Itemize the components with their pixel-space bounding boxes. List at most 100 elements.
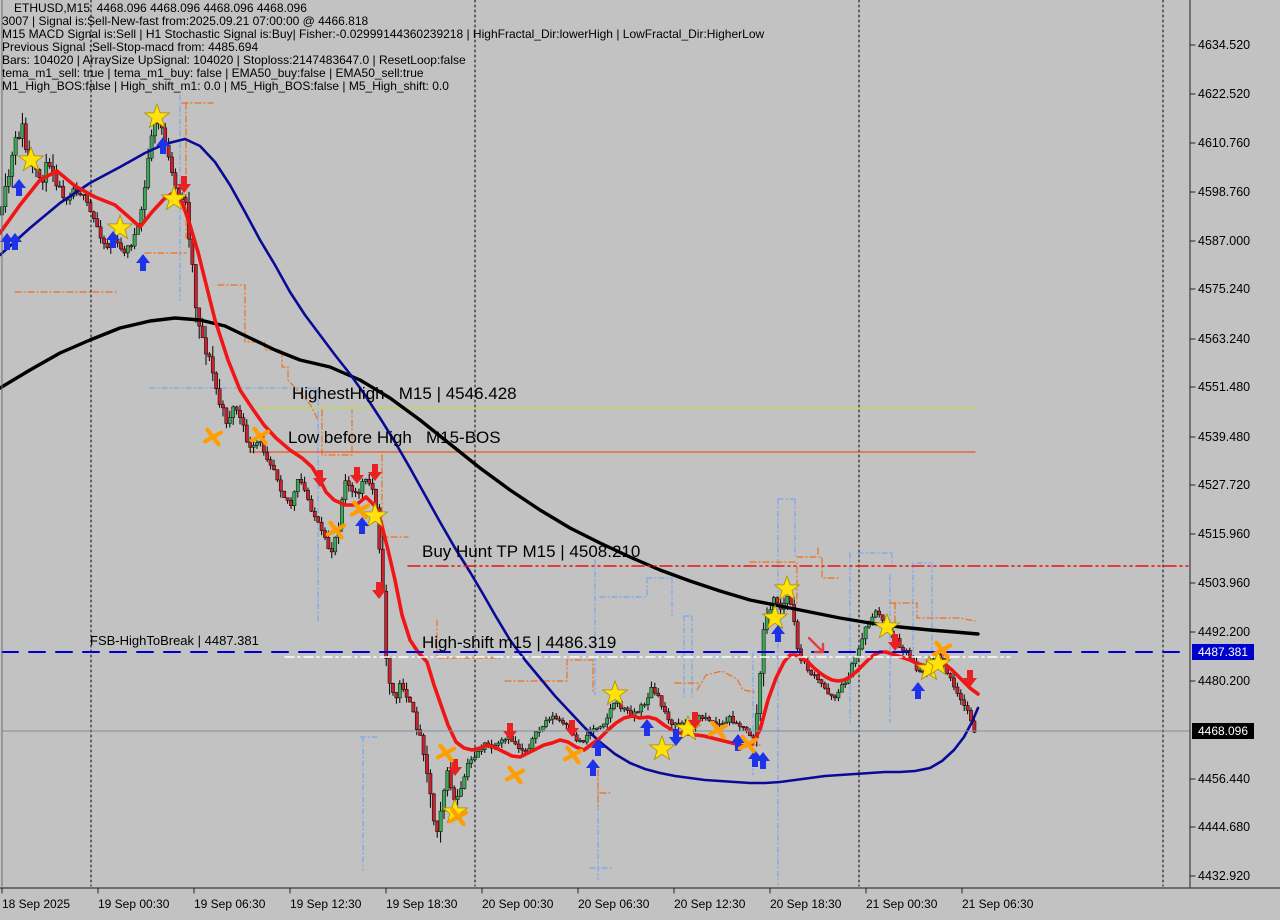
price-axis-label: 4456.440 (1198, 772, 1251, 786)
candle-bear (557, 718, 562, 721)
down-arrow-marker (688, 712, 702, 729)
candle-bear (635, 711, 640, 714)
time-axis-label: 20 Sep 18:30 (770, 897, 842, 911)
candle-bear (217, 388, 222, 405)
candle-bull (839, 684, 844, 693)
candle-bull (44, 162, 49, 183)
time-axis-label: 19 Sep 00:30 (98, 897, 170, 911)
candle-bear (734, 722, 739, 725)
candle-bear (23, 123, 28, 150)
candle-bear (700, 715, 705, 719)
candle-bull (469, 759, 474, 764)
buy-signal-star-marker (924, 649, 952, 676)
candle-bear (316, 516, 321, 523)
candle-bull (295, 479, 300, 493)
time-axis-label: 19 Sep 06:30 (194, 897, 266, 911)
ma-tema-red (0, 169, 980, 759)
exit-cross-marker (249, 426, 271, 446)
up-arrow-marker (640, 719, 654, 736)
up-arrow-marker (756, 752, 770, 769)
candle-bear (210, 356, 215, 374)
up-arrow-marker (911, 682, 925, 699)
candle-bull (438, 810, 443, 832)
candle-bull (639, 704, 644, 713)
candle-bear (958, 693, 963, 701)
candle-bear (965, 705, 970, 711)
price-axis-label: 4527.720 (1198, 478, 1251, 492)
candle-bull (360, 481, 365, 494)
candle-bear (268, 459, 273, 466)
down-arrow-marker (313, 470, 327, 487)
price-axis-label: 4480.200 (1198, 674, 1251, 688)
candle-bull (530, 738, 535, 749)
buy-signal-star-marker (143, 102, 171, 129)
down-arrow-marker (350, 467, 364, 484)
candle-bear (717, 723, 722, 726)
up-arrow-marker (355, 517, 369, 534)
buy-signal-star-marker (773, 574, 801, 601)
candle-bull (605, 717, 610, 725)
candle-bear (78, 192, 83, 196)
candle-bear (234, 406, 239, 411)
price-axis-label: 4622.520 (1198, 87, 1251, 101)
candle-bear (520, 748, 525, 751)
candle-bull (601, 723, 606, 727)
low-before-high-label[interactable]: Low before High M15-BOS (288, 428, 501, 447)
candle-bear (166, 144, 171, 158)
buy-signal-star-marker (761, 603, 789, 630)
candle-bear (272, 464, 276, 470)
candle-bear (91, 211, 96, 219)
candle-bear (119, 242, 123, 250)
price-axis-label: 4444.680 (1198, 820, 1251, 834)
price-axis-label: 4634.520 (1198, 38, 1251, 52)
candle-bear (200, 325, 205, 339)
candle-bear (901, 647, 905, 651)
candle-bull (251, 445, 256, 448)
up-arrow-marker (0, 233, 14, 250)
down-arrow-blue-marker (669, 729, 683, 746)
candle-bull (608, 708, 613, 719)
candle-bull (459, 788, 463, 797)
candle-bear (367, 479, 372, 484)
candle-bull (503, 739, 508, 742)
candle-bear (707, 717, 712, 721)
candle-bull (149, 135, 154, 159)
candle-bear (829, 693, 834, 697)
candle-bull (863, 626, 868, 640)
candle-bull (540, 726, 545, 732)
sell-hint-arrow-marker (807, 636, 825, 654)
highest-high-label[interactable]: HighestHigh M15 | 4546.428 (292, 384, 517, 403)
candle-bull (649, 686, 654, 699)
candle-bull (20, 123, 25, 139)
candle-bull (231, 406, 236, 418)
candle-bear (448, 770, 453, 789)
exit-cross-marker (447, 807, 469, 827)
candle-bear (969, 710, 973, 722)
candle-bear (384, 591, 389, 659)
candle-bear (425, 754, 429, 774)
candle-bull (476, 751, 480, 758)
candle-bull (442, 790, 446, 812)
candle-bull (550, 715, 555, 720)
candle-bull (499, 739, 504, 744)
down-arrow-marker (565, 720, 579, 737)
candle-bull (758, 673, 763, 715)
candle-bear (731, 715, 735, 723)
buy-hunt-tp-label[interactable]: Buy Hunt TP M15 | 4508.210 (422, 542, 641, 561)
candle-bear (907, 650, 912, 658)
candle-bear (669, 719, 674, 725)
high-shift-label[interactable]: High-shift m15 | 4486.319 (422, 633, 617, 652)
candle-bull (132, 234, 137, 247)
candle-bear (952, 677, 956, 688)
exit-cross-marker (202, 427, 224, 447)
up-arrow-marker (136, 254, 150, 271)
up-arrow-marker (12, 179, 26, 196)
candle-bull (870, 616, 875, 623)
candle-bear (102, 237, 106, 244)
candle-bull (455, 795, 460, 800)
candle-bear (95, 218, 100, 228)
candle-bear (404, 689, 409, 698)
fsb-high-to-break-label[interactable]: FSB-HighToBreak | 4487.381 (90, 633, 259, 648)
candle-bear (88, 202, 93, 213)
